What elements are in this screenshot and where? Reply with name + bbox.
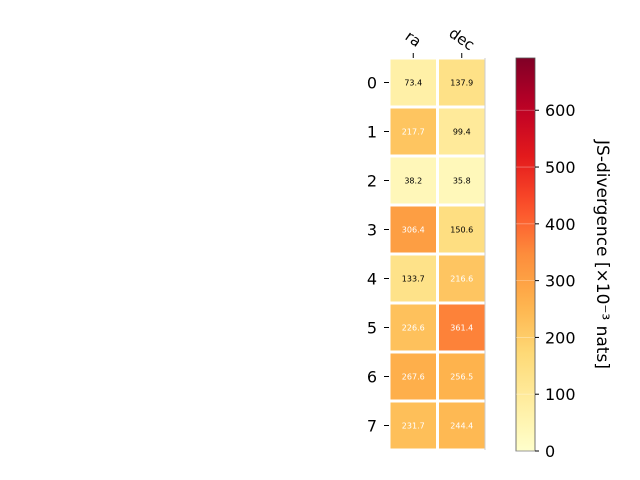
row-label: 7 bbox=[367, 417, 377, 436]
column-label: dec bbox=[446, 24, 478, 54]
cell-value-label: 231.7 bbox=[402, 422, 425, 431]
heatmap-cell bbox=[439, 59, 485, 106]
heatmap: 73.4 137.9 217.7 99.4 38.2 35.8 306.4 150.6 133.… bbox=[390, 58, 486, 450]
colorbar-tick-label: 500 bbox=[545, 158, 576, 177]
heatmap-cell bbox=[390, 157, 436, 204]
heatmap-cell bbox=[390, 108, 436, 155]
cell-value-label: 137.9 bbox=[450, 79, 473, 88]
cell-value-label: 267.6 bbox=[402, 373, 425, 382]
cell-value-label: 361.4 bbox=[450, 324, 473, 333]
heatmap-cell bbox=[439, 108, 485, 155]
cell-value-label: 38.2 bbox=[404, 177, 422, 186]
cell-value-label: 133.7 bbox=[402, 275, 425, 284]
row-labels: 0 1 2 3 4 5 6 7 bbox=[367, 74, 389, 436]
colorbar-tick-label: 400 bbox=[545, 215, 576, 234]
cell-value-label: 306.4 bbox=[402, 226, 425, 235]
heatmap-cell bbox=[390, 206, 436, 253]
colorbar-gradient bbox=[515, 57, 536, 452]
row-label: 2 bbox=[367, 172, 377, 191]
colorbar-tick-label: 300 bbox=[545, 272, 576, 291]
cell-value-label: 256.5 bbox=[450, 373, 473, 382]
row-label: 4 bbox=[367, 270, 377, 289]
row-label: 5 bbox=[367, 319, 377, 338]
heatmap-cell bbox=[439, 402, 485, 449]
colorbar-tick-label: 100 bbox=[545, 385, 576, 404]
column-labels: ra dec bbox=[402, 24, 478, 58]
heatmap-cell bbox=[390, 402, 436, 449]
cell-value-label: 99.4 bbox=[453, 128, 471, 137]
cell-value-label: 73.4 bbox=[404, 79, 422, 88]
heatmap-cell bbox=[390, 304, 436, 351]
cell-value-label: 216.6 bbox=[450, 275, 473, 284]
row-label: 6 bbox=[367, 368, 377, 387]
colorbar-tick-label: 0 bbox=[545, 442, 555, 461]
colorbar: 0 100 200 300 400 500 600 JS-divergence [×10⁻³ … bbox=[515, 57, 612, 461]
colorbar-label: JS-divergence [×10⁻³ nats] bbox=[592, 139, 612, 369]
column-label: ra bbox=[402, 27, 425, 51]
heatmap-cell bbox=[439, 353, 485, 400]
cell-value-label: 35.8 bbox=[453, 177, 471, 186]
heatmap-cell bbox=[390, 353, 436, 400]
cell-value-label: 244.4 bbox=[450, 422, 473, 431]
heatmap-cell bbox=[390, 255, 436, 302]
row-label: 1 bbox=[367, 123, 377, 142]
heatmap-cell bbox=[439, 304, 485, 351]
heatmap-cell bbox=[439, 206, 485, 253]
colorbar-tick-label: 600 bbox=[545, 101, 576, 120]
cell-value-label: 217.7 bbox=[402, 128, 425, 137]
heatmap-cell bbox=[439, 255, 485, 302]
heatmap-cell bbox=[439, 157, 485, 204]
cell-value-label: 150.6 bbox=[450, 226, 473, 235]
row-label: 0 bbox=[367, 74, 377, 93]
row-label: 3 bbox=[367, 221, 377, 240]
cell-value-label: 226.6 bbox=[402, 324, 425, 333]
heatmap-cell bbox=[390, 59, 436, 106]
colorbar-tick-label: 200 bbox=[545, 328, 576, 347]
